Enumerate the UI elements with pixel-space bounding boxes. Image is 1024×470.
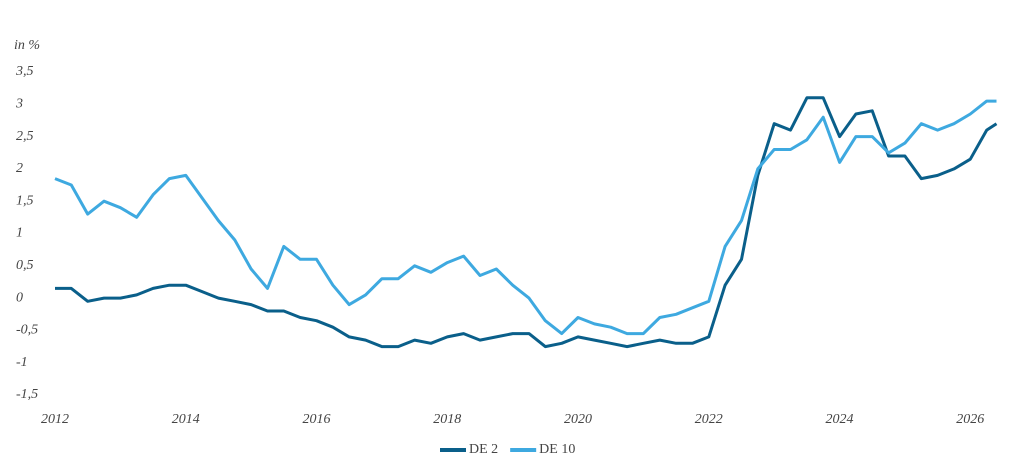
x-tick-label: 2012 bbox=[41, 412, 69, 427]
y-tick-label: 1 bbox=[16, 226, 23, 241]
series-line bbox=[54, 99, 997, 336]
x-tick-label: 2018 bbox=[433, 412, 461, 427]
y-axis-label: in % bbox=[14, 38, 40, 53]
legend-label: DE 10 bbox=[539, 442, 575, 457]
x-tick-label: 2022 bbox=[695, 412, 723, 427]
x-tick-label: 2026 bbox=[956, 412, 984, 427]
y-tick-label: -0,5 bbox=[16, 323, 38, 338]
y-tick-label: 2 bbox=[16, 161, 23, 176]
y-tick-label: 0,5 bbox=[16, 258, 34, 273]
x-tick-label: 2016 bbox=[303, 412, 331, 427]
legend-label: DE 2 bbox=[469, 442, 498, 457]
y-tick-label: 3,5 bbox=[15, 64, 34, 79]
x-tick-label: 2024 bbox=[826, 412, 854, 427]
x-tick-label: 2014 bbox=[172, 412, 200, 427]
y-tick-label: -1,5 bbox=[16, 387, 38, 402]
legend: DE 2 DE 10 bbox=[440, 442, 575, 457]
x-tick-label: 2020 bbox=[564, 412, 592, 427]
y-tick-label: 2,5 bbox=[16, 129, 34, 144]
y-tick-label: 0 bbox=[16, 290, 23, 305]
y-tick-label: -1 bbox=[16, 355, 28, 370]
series-line bbox=[55, 96, 998, 349]
y-tick-label: 3 bbox=[15, 97, 23, 112]
y-tick-label: 1,5 bbox=[16, 193, 34, 208]
